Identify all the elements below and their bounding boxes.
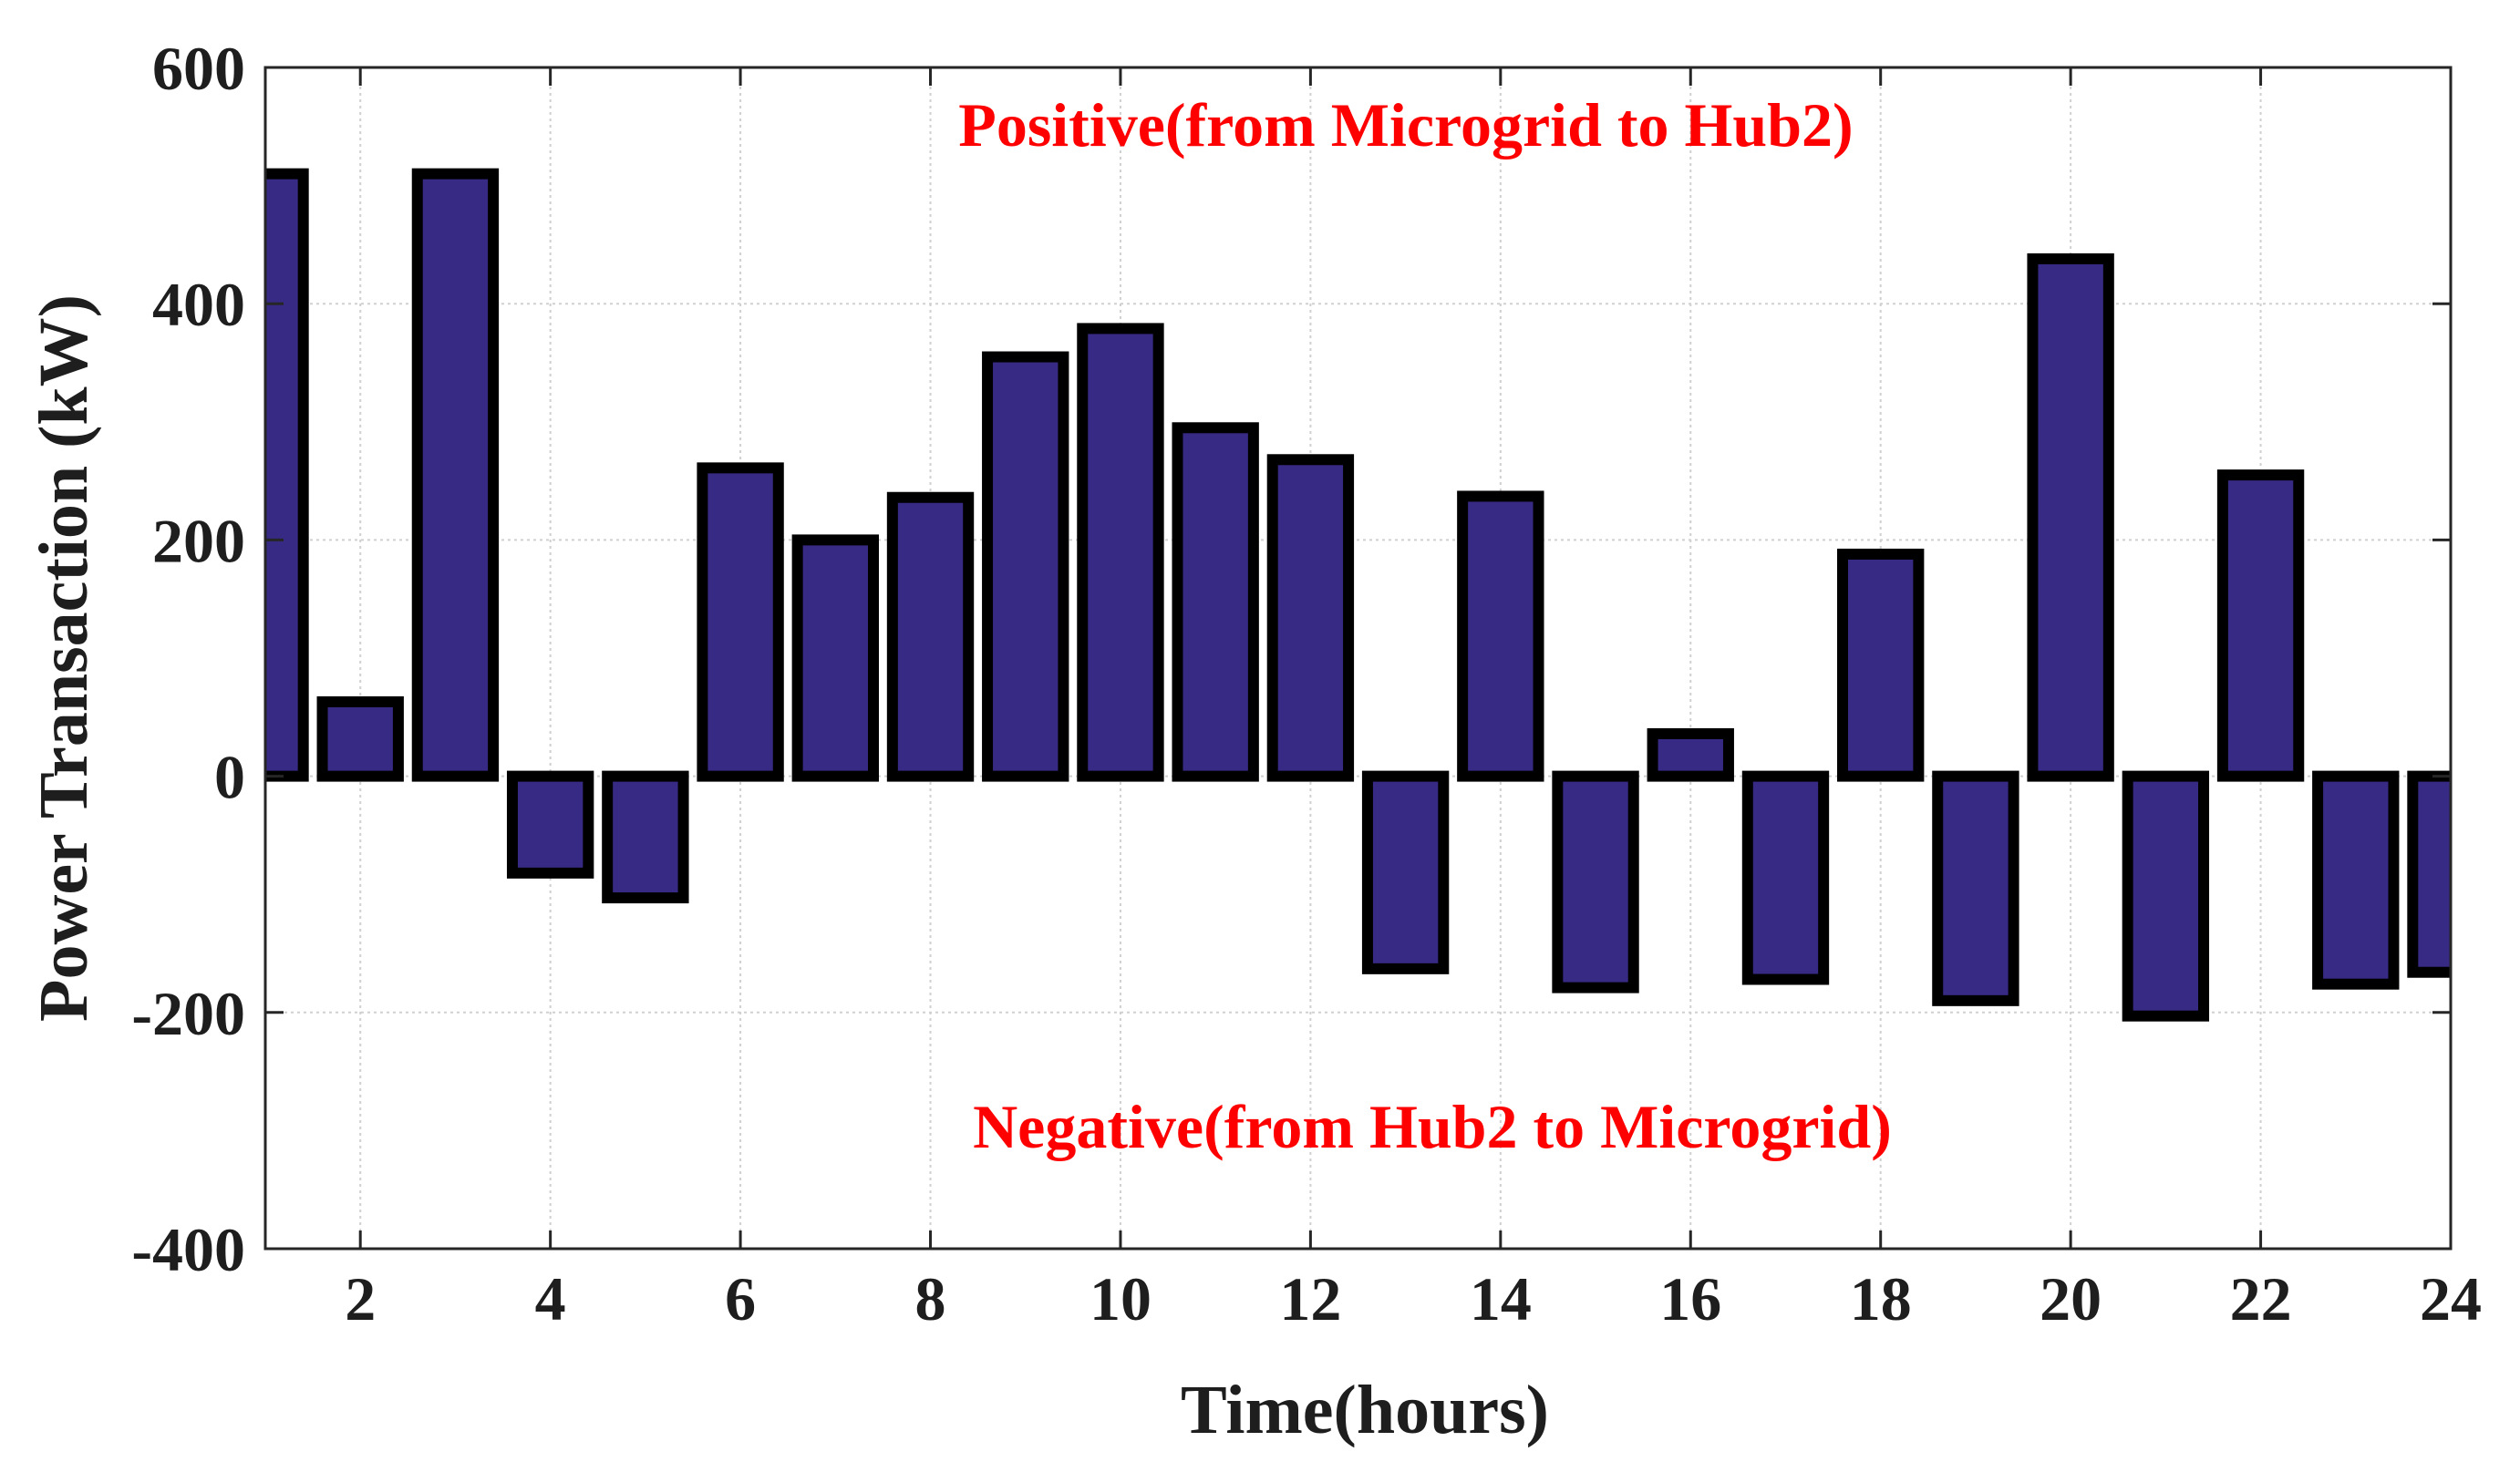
bar-hour-16 [1647,727,1734,782]
bar-hour-20 [2027,252,2114,782]
bar-hour-11 [1172,422,1259,782]
plot-area [265,67,2451,1249]
bar-hour-13 [1361,770,1450,974]
x-tick-label: 20 [2040,1264,2102,1333]
x-tick-label: 22 [2230,1264,2292,1333]
bar-hour-14 [1457,490,1544,782]
x-tick-label: 6 [725,1264,756,1333]
x-tick-label: 18 [1850,1264,1912,1333]
bar-hour-3 [411,168,500,782]
bar-hour-10 [1077,323,1164,782]
bar-hour-5 [602,770,689,904]
x-axis-title: Time(hours) [1181,1372,1549,1448]
x-tick-label: 4 [535,1264,566,1333]
y-tick-label: -200 [131,979,245,1048]
y-axis-title: Power Transaction (kW) [26,294,102,1022]
x-tick-label: 2 [345,1264,376,1333]
bar-hour-12 [1266,454,1355,782]
bar-hour-19 [1932,770,2019,1006]
y-tick-label: 600 [152,34,245,103]
positive-annotation: Positive(from Microgrid to Hub2) [958,90,1853,160]
x-tick-label: 24 [2420,1264,2482,1333]
bar-hour-15 [1552,770,1639,994]
bar-hour-23 [2312,770,2400,990]
bar-hour-22 [2216,469,2305,782]
x-tick-label: 12 [1279,1264,1341,1333]
ticks [265,66,2453,1251]
bar-hour-9 [982,351,1069,782]
x-tick-label: 8 [915,1264,946,1333]
bar-hour-4 [506,770,594,879]
x-tick-label: 16 [1659,1264,1721,1333]
y-tick-label: 0 [214,743,245,812]
bars [265,168,2451,1022]
bar-hour-17 [1741,770,1830,985]
y-tick-label: -400 [131,1215,245,1284]
bar-series [265,168,2451,1022]
y-tick-label: 400 [152,270,245,339]
bar-hour-18 [1837,548,1925,782]
bar-hour-1 [265,168,309,782]
bar-hour-6 [697,462,784,782]
bar-hour-21 [2122,770,2210,1022]
x-tick-label: 10 [1090,1264,1152,1333]
bar-hour-8 [886,491,975,782]
bar-hour-7 [791,534,879,782]
axes-box [263,66,2453,1251]
negative-annotation: Negative(from Hub2 to Microgrid) [973,1092,1892,1161]
x-tick-label: 14 [1470,1264,1532,1333]
y-tick-label: 200 [152,506,245,575]
bar-hour-2 [316,695,404,782]
